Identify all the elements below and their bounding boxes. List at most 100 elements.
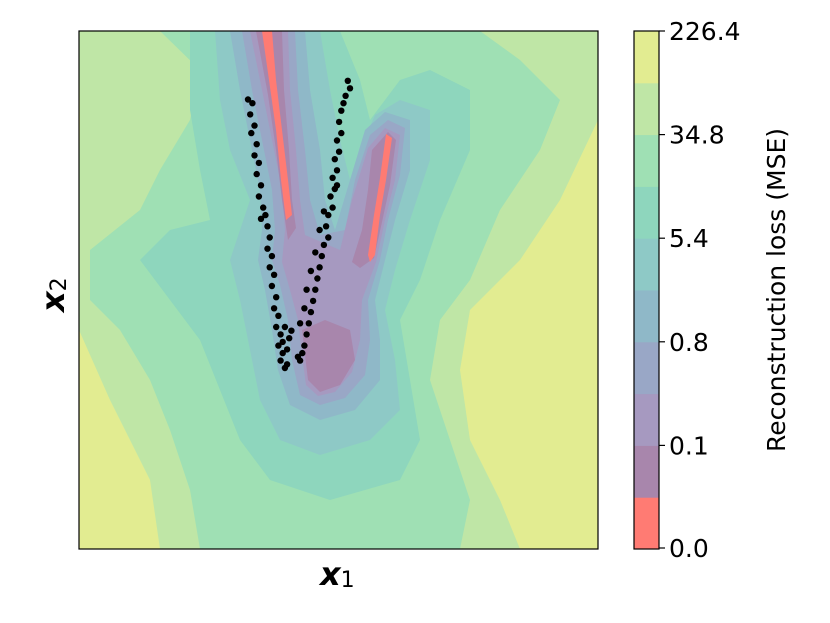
data-point	[266, 234, 273, 241]
x-axis-title: x1	[318, 555, 355, 593]
data-point	[340, 100, 347, 107]
data-point	[327, 193, 334, 200]
data-point	[255, 193, 263, 200]
data-point	[303, 331, 310, 338]
data-point	[305, 320, 312, 327]
colorbar-tick-label: 226.4	[669, 17, 741, 46]
data-point	[331, 156, 338, 163]
data-point	[257, 215, 265, 222]
data-point	[248, 129, 255, 137]
data-point	[273, 323, 280, 331]
colorbar-segment	[634, 341, 659, 395]
data-point	[333, 137, 341, 144]
colorbar-segment	[634, 290, 659, 343]
data-point	[325, 234, 332, 241]
data-point	[320, 241, 328, 249]
colorbar-tick-label: 34.8	[669, 121, 725, 150]
data-point	[338, 129, 345, 137]
data-point	[338, 107, 345, 114]
data-point	[266, 264, 273, 271]
data-point	[275, 312, 282, 319]
data-point	[294, 353, 302, 360]
data-point	[301, 342, 308, 349]
y-axis-title: x2	[34, 277, 72, 314]
colorbar	[634, 31, 659, 550]
data-point	[270, 305, 278, 312]
data-point	[268, 282, 276, 290]
data-point	[307, 308, 315, 316]
colorbar-segment	[634, 82, 659, 136]
data-point	[314, 275, 321, 282]
data-point	[277, 357, 284, 364]
data-point	[288, 327, 295, 334]
data-point	[251, 152, 258, 159]
data-point	[264, 245, 271, 252]
data-point	[244, 96, 252, 103]
contour-level-2	[250, 31, 400, 396]
data-point	[322, 223, 330, 230]
data-point	[312, 286, 319, 293]
data-point	[307, 267, 315, 275]
data-point	[316, 226, 323, 234]
data-point	[299, 349, 306, 357]
data-point	[325, 211, 332, 219]
colorbar-segment	[634, 186, 659, 239]
colorbar-tick-label: 0.0	[669, 534, 709, 563]
data-point	[316, 264, 323, 271]
data-point	[277, 331, 284, 338]
data-point	[283, 361, 291, 368]
data-point	[249, 100, 256, 107]
colorbar-segment	[634, 238, 659, 291]
data-point	[344, 77, 351, 85]
colorbar-tick-label: 0.1	[669, 431, 709, 460]
data-point	[320, 208, 328, 215]
data-points	[244, 77, 354, 372]
data-point	[281, 323, 289, 331]
plot-area	[79, 31, 598, 549]
colorbar-tick-label: 5.4	[669, 224, 709, 253]
data-point	[253, 170, 260, 178]
colorbar-title: Reconstruction loss (MSE)	[762, 128, 791, 452]
data-point	[329, 204, 336, 211]
colorbar-tick-label: 0.8	[669, 328, 709, 357]
data-point	[255, 159, 263, 167]
data-point	[335, 118, 343, 126]
data-point	[333, 182, 341, 189]
data-point	[270, 271, 278, 278]
colorbar-ticks: 0.0 0.1 0.8 5.4 34.8 226.4	[659, 17, 741, 563]
data-point	[318, 252, 325, 260]
data-point	[251, 122, 258, 129]
data-point	[257, 182, 265, 189]
data-point	[253, 141, 260, 148]
data-point	[279, 338, 286, 346]
data-point	[268, 252, 276, 260]
colorbar-frame	[633, 30, 660, 550]
plot-frame	[78, 30, 599, 550]
data-point	[301, 305, 308, 312]
data-point	[335, 148, 343, 155]
data-point	[309, 297, 317, 305]
data-point	[342, 92, 349, 100]
data-point	[264, 223, 271, 230]
data-point	[303, 286, 310, 293]
data-point	[312, 249, 319, 256]
data-point	[247, 111, 254, 118]
data-point	[329, 174, 336, 181]
data-point	[296, 320, 304, 327]
data-point	[273, 294, 280, 301]
data-point	[283, 346, 291, 353]
colorbar-segment	[634, 134, 659, 187]
data-point	[275, 342, 282, 349]
data-point	[260, 204, 267, 211]
data-point	[346, 85, 354, 92]
colorbar-segment	[634, 393, 659, 446]
data-point	[286, 335, 293, 342]
data-point	[262, 211, 269, 219]
colorbar-segment	[634, 445, 659, 498]
data-point	[279, 349, 286, 357]
colorbar-segment	[634, 31, 659, 84]
data-point	[333, 167, 341, 174]
colorbar-segment	[634, 497, 659, 550]
